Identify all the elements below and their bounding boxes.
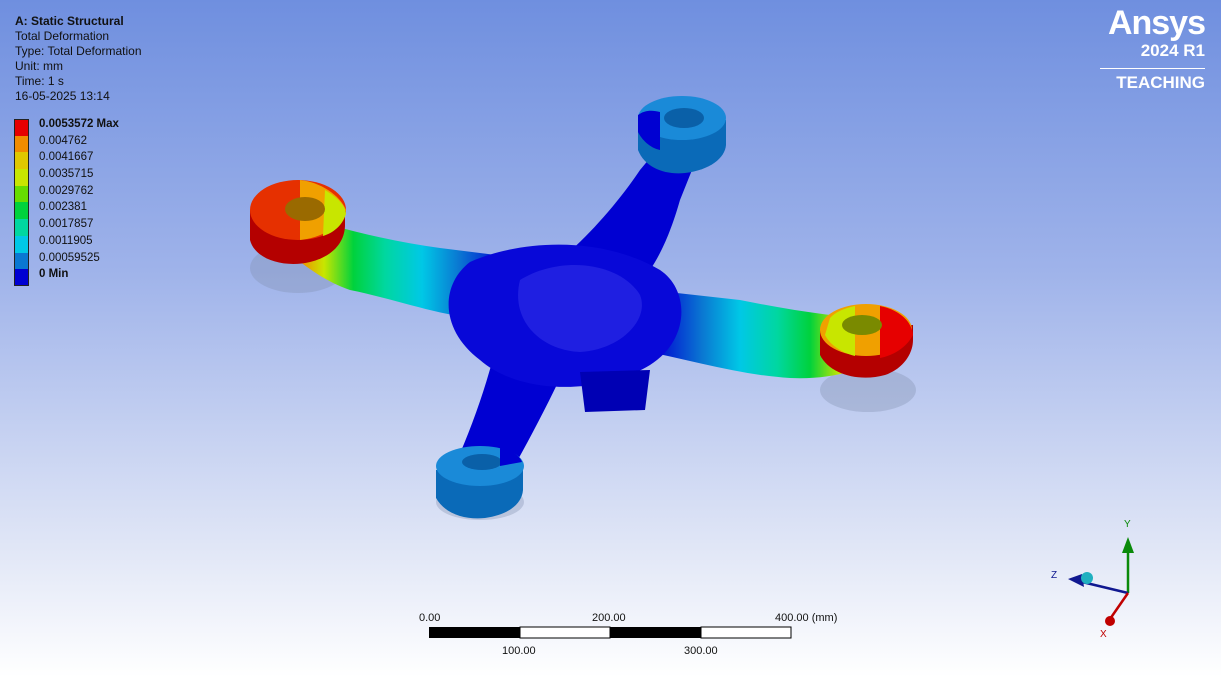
legend-swatch <box>14 119 29 136</box>
legend-label: 0.0011905 <box>39 234 93 247</box>
legend-swatch <box>14 202 29 220</box>
analysis-title: A: Static Structural <box>15 14 124 28</box>
legend-label: 0.0035715 <box>39 168 94 181</box>
result-name: Total Deformation <box>15 29 110 43</box>
axis-label-z: Z <box>1051 570 1057 581</box>
result-unit: Unit: mm <box>15 59 63 73</box>
license-label: TEACHING <box>1116 73 1205 92</box>
bracket-model[interactable] <box>250 96 913 519</box>
pad-top <box>638 96 726 174</box>
scale-label: 100.00 <box>502 645 536 657</box>
scale-label: 200.00 <box>592 612 626 624</box>
scale-label: 400.00 (mm) <box>775 612 838 624</box>
version-label: 2024 R1 <box>1140 41 1205 60</box>
legend-label: 0 Min <box>39 268 69 281</box>
legend-label: 0.00059525 <box>39 251 100 264</box>
logo-divider <box>1100 68 1205 69</box>
axis-label-y: Y <box>1124 519 1131 530</box>
arm-top <box>560 140 700 270</box>
ansys-logo: Ansys 2024 R1 TEACHING <box>1100 4 1206 93</box>
scale-label: 0.00 <box>419 612 441 624</box>
result-type: Type: Total Deformation <box>15 44 142 58</box>
brand-name: Ansys <box>1107 4 1206 42</box>
pad-bottom <box>436 446 524 519</box>
scale-label: 300.00 <box>684 645 718 657</box>
pad-left <box>250 180 346 264</box>
pad-right <box>820 304 913 378</box>
result-time: Time: 1 s <box>15 74 64 88</box>
legend-swatch <box>14 185 29 203</box>
legend-label: 0.004762 <box>39 134 87 147</box>
legend-swatch <box>14 252 29 270</box>
hub-highlight <box>518 264 642 352</box>
legend-label: 0.002381 <box>39 201 87 214</box>
result-timestamp: 16-05-2025 13:14 <box>15 89 110 103</box>
scale-bar <box>429 626 792 639</box>
coordinate-triad[interactable]: Y Z X <box>1040 515 1150 645</box>
legend-label: 0.0041667 <box>39 151 94 164</box>
legend-label: 0.0029762 <box>39 184 94 197</box>
legend-swatch <box>14 235 29 253</box>
legend-swatch <box>14 135 29 153</box>
hub-boss <box>580 370 650 412</box>
axis-label-x: X <box>1100 629 1107 640</box>
legend-swatch <box>14 269 29 286</box>
legend-swatch <box>14 152 29 170</box>
legend-label: 0.0017857 <box>39 218 94 231</box>
result-details: A: Static Structural Total Deformation T… <box>15 14 142 104</box>
legend-swatch <box>14 219 29 236</box>
legend-label: 0.0053572 Max <box>39 118 119 130</box>
legend-swatch <box>14 169 29 186</box>
